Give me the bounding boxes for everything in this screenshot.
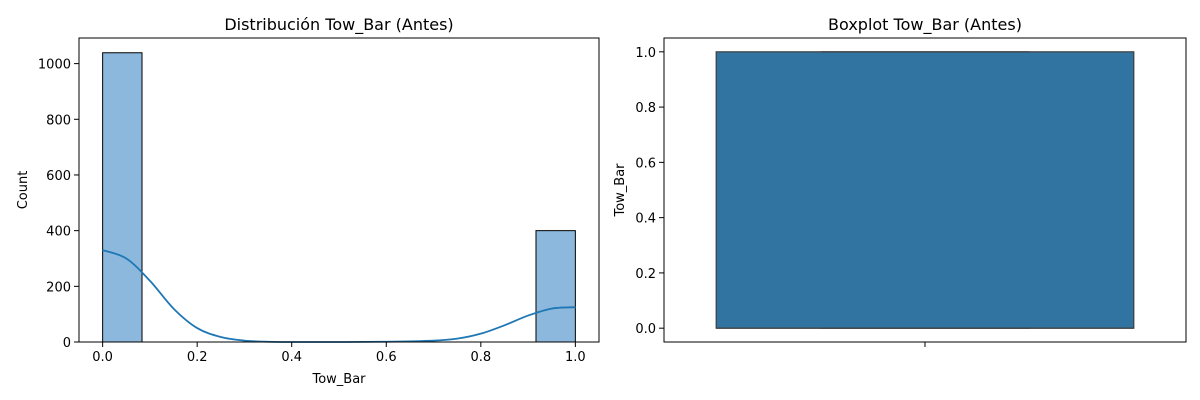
boxplot-ytick-label: 0.4: [635, 212, 656, 227]
histogram-bar: [535, 230, 576, 343]
boxplot-panel: Boxplot Tow_Bar (Antes) 0.0 0.2 0.4 0.6 0.8 1…: [613, 15, 1187, 347]
histogram-ytick-label: 200: [46, 280, 71, 295]
histogram-frame: [78, 37, 600, 343]
histogram-xtick-label: 0.0: [92, 350, 113, 365]
boxplot-ytick-label: 0.6: [635, 156, 656, 171]
boxplot-ytick-label: 0.2: [635, 267, 656, 282]
histogram-xtick-label: 0.8: [470, 350, 491, 365]
histogram-ytick-label: 600: [46, 169, 71, 184]
histogram-xtick-label: 0.4: [281, 350, 302, 365]
histogram-xlabel: Tow_Bar: [311, 372, 366, 387]
histogram-ytick-label: 1000: [38, 58, 71, 73]
histogram-xtick-label: 1.0: [565, 350, 586, 365]
histogram-ytick-label: 0: [63, 336, 71, 351]
histogram-ytick-label: 400: [46, 225, 71, 240]
histogram-panel: Distribución Tow_Bar (Antes) 0.0 0.2 0.4 0.…: [16, 15, 600, 387]
histogram-xtick-label: 0.2: [187, 350, 208, 365]
boxplot-frame: [663, 37, 1187, 343]
boxplot-ytick-label: 0.8: [635, 101, 656, 116]
histogram-bar: [102, 52, 143, 343]
histogram-ytick-label: 800: [46, 113, 71, 128]
boxplot-plot-area: 0.0 0.2 0.4 0.6 0.8 1.0: [635, 46, 1135, 347]
boxplot-ytick-label: 0.0: [635, 322, 656, 337]
histogram-plot-area: 0.0 0.2 0.4 0.6 0.8 1.0 0 200 400 600 800 1000: [38, 52, 586, 365]
box: [715, 51, 1135, 329]
kde-line: [102, 249, 576, 343]
histogram-title: Distribución Tow_Bar (Antes): [224, 15, 453, 35]
histogram-ylabel: Count: [16, 171, 31, 210]
histogram-xtick-label: 0.6: [376, 350, 397, 365]
boxplot-ylabel: Tow_Bar: [613, 163, 628, 218]
boxplot-ytick-label: 1.0: [635, 46, 656, 61]
boxplot-title: Boxplot Tow_Bar (Antes): [828, 15, 1022, 35]
